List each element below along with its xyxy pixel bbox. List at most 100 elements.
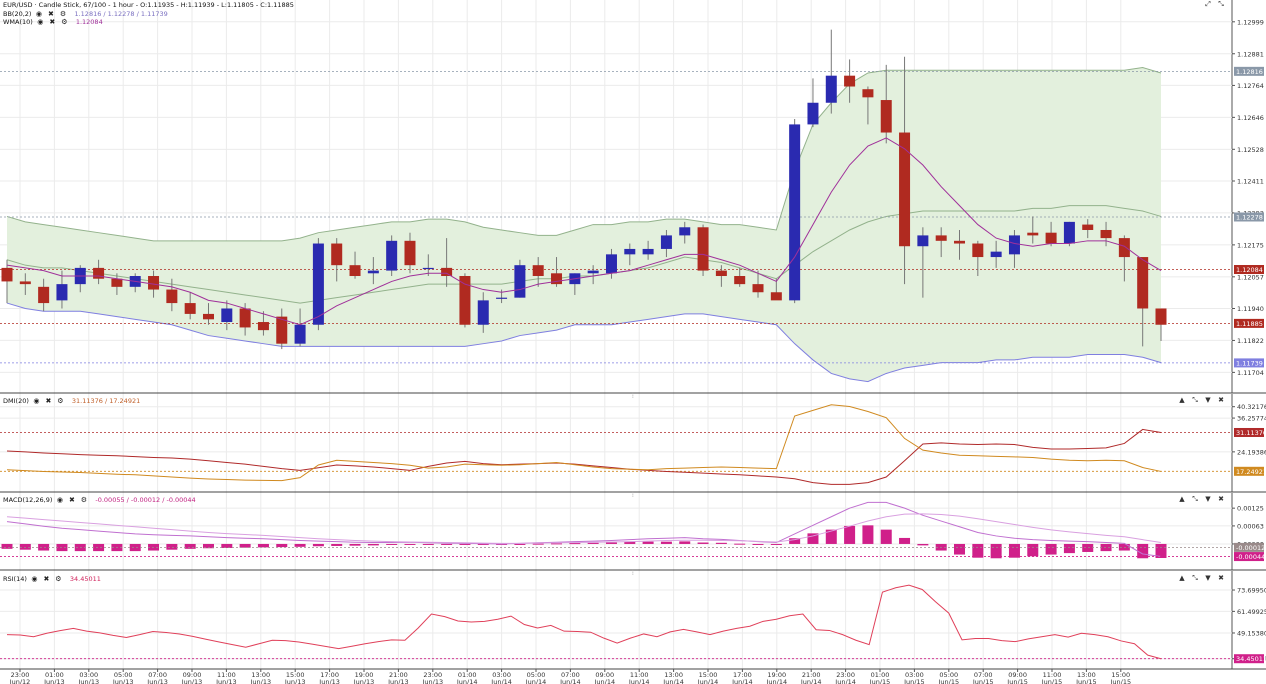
instrument-title: EUR/USD · Candle Stick, 67/100 - 1 hour … bbox=[3, 1, 294, 9]
macd-histogram-bar bbox=[1063, 543, 1075, 554]
close-icon[interactable]: ✖ bbox=[1218, 574, 1224, 582]
candle bbox=[1, 259, 13, 304]
close-icon[interactable]: ✖ bbox=[48, 10, 54, 18]
candle-body bbox=[148, 276, 160, 290]
candle bbox=[642, 240, 654, 260]
candle-body bbox=[367, 270, 379, 274]
date-axis-label: Jun/13 bbox=[318, 678, 340, 684]
pane-resize-handle[interactable]: ⋮ bbox=[630, 491, 636, 498]
close-icon[interactable]: ✖ bbox=[68, 496, 75, 504]
macd-histogram-bar bbox=[605, 542, 617, 544]
time-axis-label: 23:00 bbox=[836, 671, 855, 679]
move-down-icon[interactable]: ▼ bbox=[1205, 396, 1211, 404]
price-tag-box bbox=[1234, 654, 1264, 664]
candle bbox=[825, 29, 837, 114]
candle bbox=[441, 238, 453, 287]
move-down-icon[interactable]: ▼ bbox=[1205, 574, 1211, 582]
time-axis-label: 13:00 bbox=[1077, 671, 1096, 679]
candle-body bbox=[477, 300, 489, 325]
time-axis-label: 09:00 bbox=[595, 671, 614, 679]
macd-histogram-bar bbox=[1082, 543, 1094, 552]
dmi-series-line bbox=[6, 404, 1162, 482]
candle-body bbox=[38, 286, 50, 304]
macd-histogram-bar bbox=[807, 533, 819, 544]
maximize-icon[interactable]: ⤡ bbox=[1192, 396, 1198, 404]
date-axis-label: Jun/13 bbox=[77, 678, 99, 684]
candle-body bbox=[642, 248, 654, 255]
close-icon[interactable]: ✖ bbox=[1218, 495, 1224, 503]
time-axis-label: 01:00 bbox=[871, 671, 890, 679]
candle bbox=[899, 56, 911, 285]
candle bbox=[166, 278, 178, 312]
time-axis-label: 01:00 bbox=[458, 671, 477, 679]
y-tick-label: 49.15380 bbox=[1237, 629, 1266, 637]
wma-label: WMA(10) bbox=[3, 18, 33, 26]
candle bbox=[880, 64, 892, 144]
eye-icon[interactable]: ◉ bbox=[33, 397, 40, 405]
macd-histogram-bar bbox=[276, 543, 288, 548]
gear-icon[interactable]: ⚙ bbox=[59, 10, 67, 18]
price-tag: 1.11739 bbox=[1234, 358, 1264, 368]
gear-icon[interactable]: ⚙ bbox=[55, 575, 62, 583]
price-tag: 1.12084 bbox=[1234, 265, 1264, 275]
price-tag-box bbox=[1234, 265, 1264, 275]
maximize-icon[interactable]: ⤡ bbox=[1192, 574, 1198, 582]
price-tag: 1.12278 bbox=[1234, 212, 1264, 222]
gear-icon[interactable]: ⚙ bbox=[61, 18, 68, 26]
candle-body bbox=[312, 243, 324, 325]
expand-icon[interactable]: ⤢ bbox=[1205, 0, 1211, 8]
move-up-icon[interactable]: ▲ bbox=[1179, 495, 1185, 503]
macd-histogram-bar bbox=[19, 543, 31, 550]
candle bbox=[367, 257, 379, 285]
candle bbox=[422, 254, 434, 277]
gear-icon[interactable]: ⚙ bbox=[57, 397, 64, 405]
candle-body bbox=[1045, 232, 1057, 244]
candle bbox=[312, 238, 324, 331]
candle-body bbox=[56, 284, 68, 301]
candle-body bbox=[19, 281, 31, 285]
pane-resize-handle[interactable]: ⋮ bbox=[630, 569, 636, 576]
macd-histogram-bar bbox=[367, 543, 379, 546]
pane-resize-handle[interactable]: ⋮ bbox=[630, 392, 636, 399]
move-up-icon[interactable]: ▲ bbox=[1179, 574, 1185, 582]
candle bbox=[624, 243, 636, 266]
close-icon[interactable]: ✖ bbox=[1218, 396, 1224, 404]
time-axis-label: 13:00 bbox=[251, 671, 270, 679]
close-icon[interactable]: ✖ bbox=[49, 18, 56, 26]
maximize-icon[interactable]: ⤡ bbox=[1192, 495, 1198, 503]
eye-icon[interactable]: ◉ bbox=[37, 18, 44, 26]
eye-icon[interactable]: ◉ bbox=[35, 10, 43, 18]
eye-icon[interactable]: ◉ bbox=[56, 496, 63, 504]
rsi-label: RSI(14) bbox=[3, 575, 27, 583]
macd-histogram-bar bbox=[697, 542, 709, 544]
candle bbox=[19, 273, 31, 295]
candle bbox=[93, 259, 105, 285]
price-tag-label: -0.00044 bbox=[1236, 553, 1265, 561]
date-axis-label: Jun/14 bbox=[731, 678, 753, 684]
date-axis-label: Jun/15 bbox=[1041, 678, 1063, 684]
maximize-icon[interactable]: ⤡ bbox=[1218, 0, 1224, 8]
candle bbox=[935, 227, 947, 258]
price-tag-label: 1.12278 bbox=[1236, 213, 1263, 221]
y-tick-label: 40.32176 bbox=[1237, 403, 1266, 411]
candle bbox=[1155, 308, 1167, 341]
close-icon[interactable]: ✖ bbox=[43, 575, 50, 583]
macd-histogram-bar bbox=[954, 543, 966, 555]
candle-body bbox=[1082, 224, 1094, 230]
time-axis-label: 21:00 bbox=[389, 671, 408, 679]
candle bbox=[514, 259, 526, 298]
candle-body bbox=[660, 235, 672, 249]
gear-icon[interactable]: ⚙ bbox=[80, 496, 88, 504]
move-down-icon[interactable]: ▼ bbox=[1205, 495, 1211, 503]
macd-histogram-bar bbox=[990, 543, 1002, 559]
y-tick-label: 0.00125 bbox=[1237, 505, 1264, 513]
price-tag-label: 34.45011 bbox=[1236, 655, 1266, 663]
candle bbox=[1082, 219, 1094, 239]
move-up-icon[interactable]: ▲ bbox=[1179, 396, 1185, 404]
bb-legend: BB(20,2) ◉ ✖ ⚙ 1.12816 / 1.12278 / 1.117… bbox=[3, 10, 168, 18]
macd-histogram-bar bbox=[38, 543, 50, 551]
close-icon[interactable]: ✖ bbox=[45, 397, 52, 405]
date-axis-label: Jun/14 bbox=[765, 678, 787, 684]
eye-icon[interactable]: ◉ bbox=[31, 575, 38, 583]
